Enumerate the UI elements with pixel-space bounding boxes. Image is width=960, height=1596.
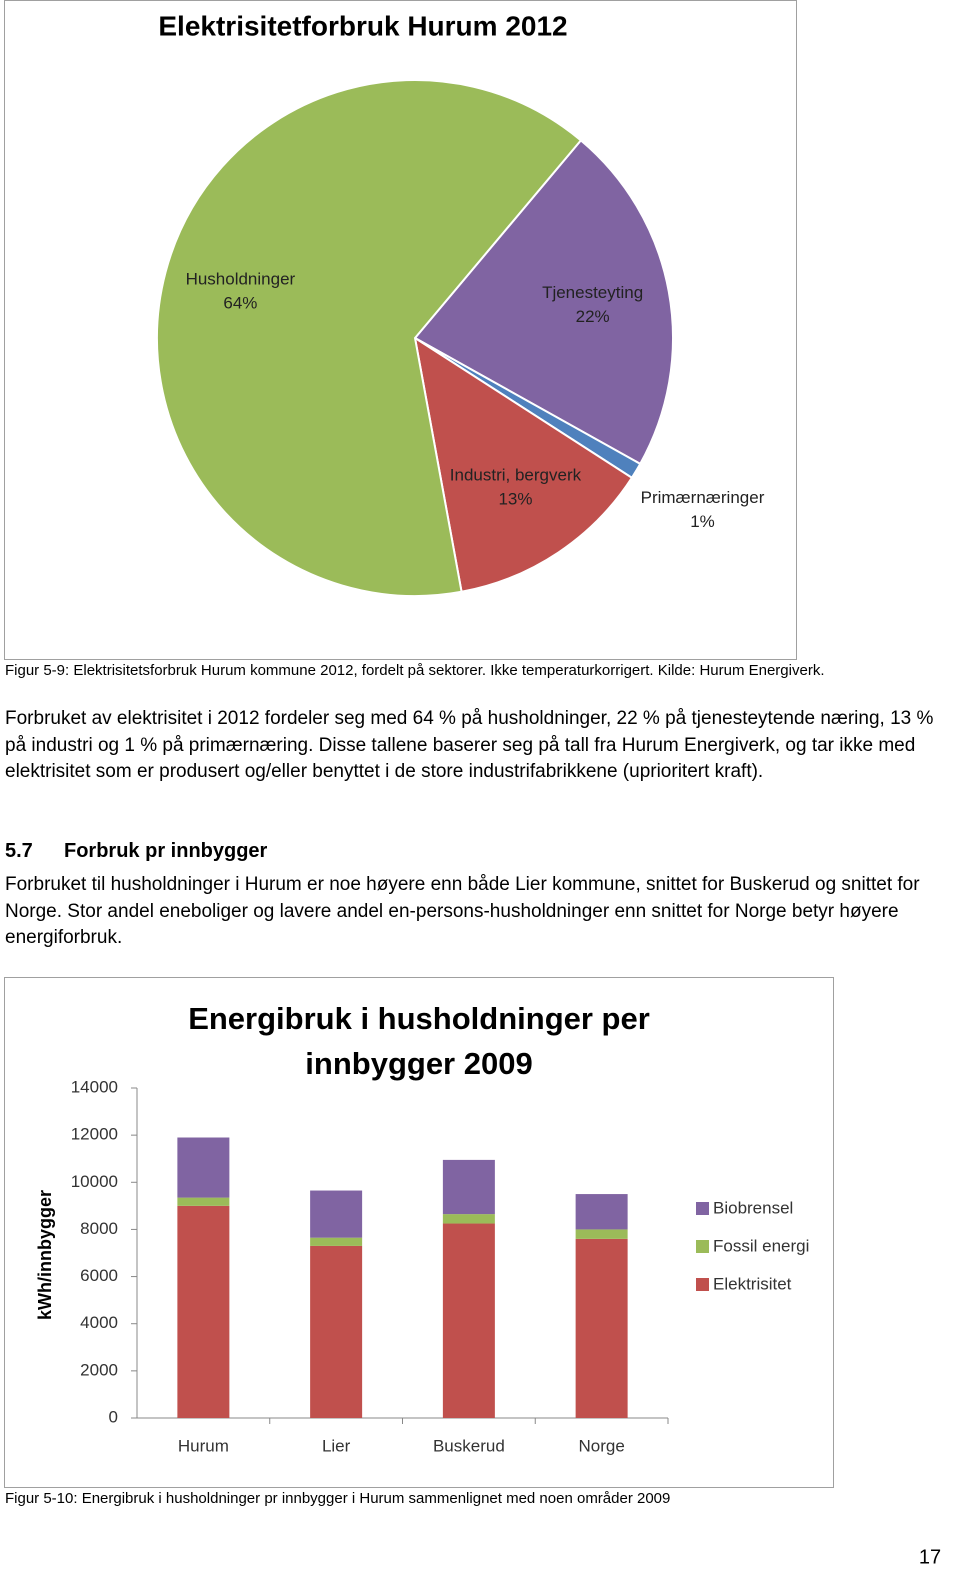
- bar-segment: [310, 1245, 363, 1418]
- slice-label: Primærnæringer: [641, 488, 765, 507]
- slice-label: Husholdninger: [186, 269, 296, 288]
- x-tick-label: Lier: [322, 1436, 351, 1455]
- y-tick-label: 0: [109, 1407, 118, 1426]
- y-tick-label: 2000: [80, 1360, 118, 1379]
- y-tick-label: 14000: [71, 1077, 118, 1096]
- section-number: 5.7: [5, 840, 33, 862]
- x-tick-label: Buskerud: [433, 1436, 505, 1455]
- pie-slice: [413, 138, 674, 466]
- legend-swatch: [696, 1202, 709, 1215]
- bar-segment: [310, 1190, 363, 1238]
- legend-label: Biobrensel: [713, 1198, 793, 1217]
- y-tick-label: 10000: [71, 1172, 118, 1191]
- y-tick-label: 6000: [80, 1266, 118, 1285]
- slice-value-label: 64%: [223, 293, 257, 312]
- bar-segment: [177, 1137, 230, 1198]
- bar-segment: [442, 1159, 495, 1215]
- bar-segment: [575, 1194, 628, 1230]
- paragraph: Forbruket til husholdninger i Hurum er n…: [5, 874, 920, 948]
- bar-segment: [177, 1197, 230, 1206]
- bar-segment: [310, 1237, 363, 1246]
- section-title: Forbruk pr innbygger: [64, 840, 268, 862]
- legend-swatch: [696, 1240, 709, 1253]
- chart-title: Energibruk i husholdninger per innbygger…: [188, 1001, 650, 1081]
- figure-caption: Figur 5-9: Elektrisitetsforbruk Hurum ko…: [5, 662, 825, 679]
- paragraph: Forbruket av elektrisitet i 2012 fordele…: [5, 708, 934, 782]
- y-tick-label: 8000: [80, 1219, 118, 1238]
- legend-label: Elektrisitet: [713, 1274, 792, 1293]
- y-axis-label: kWh/innbygger: [35, 1190, 55, 1320]
- pie-slice: [155, 79, 583, 597]
- x-tick-label: Norge: [578, 1436, 624, 1455]
- slice-label: Tjenesteyting: [542, 283, 643, 302]
- y-tick-label: 4000: [80, 1313, 118, 1332]
- slice-value-label: 1%: [690, 512, 715, 531]
- bar-segment: [442, 1223, 495, 1418]
- slice-value-label: 22%: [576, 307, 610, 326]
- page-number: 17: [919, 1546, 941, 1568]
- chart-title: Elektrisitetforbruk Hurum 2012: [158, 10, 567, 41]
- slice-value-label: 13%: [498, 490, 532, 509]
- bar-segment: [177, 1205, 230, 1418]
- legend-swatch: [696, 1278, 709, 1291]
- legend-label: Fossil energi: [713, 1236, 809, 1255]
- x-tick-label: Hurum: [178, 1436, 229, 1455]
- bar-segment: [575, 1238, 628, 1418]
- y-tick-label: 12000: [71, 1125, 118, 1144]
- pie-slice: [413, 335, 634, 593]
- bar-segment: [442, 1214, 495, 1224]
- bar-segment: [575, 1229, 628, 1239]
- figure-caption: Figur 5-10: Energibruk i husholdninger p…: [5, 1490, 671, 1507]
- chart-frame: [4, 977, 834, 1488]
- slice-label: Industri, bergverk: [450, 466, 582, 485]
